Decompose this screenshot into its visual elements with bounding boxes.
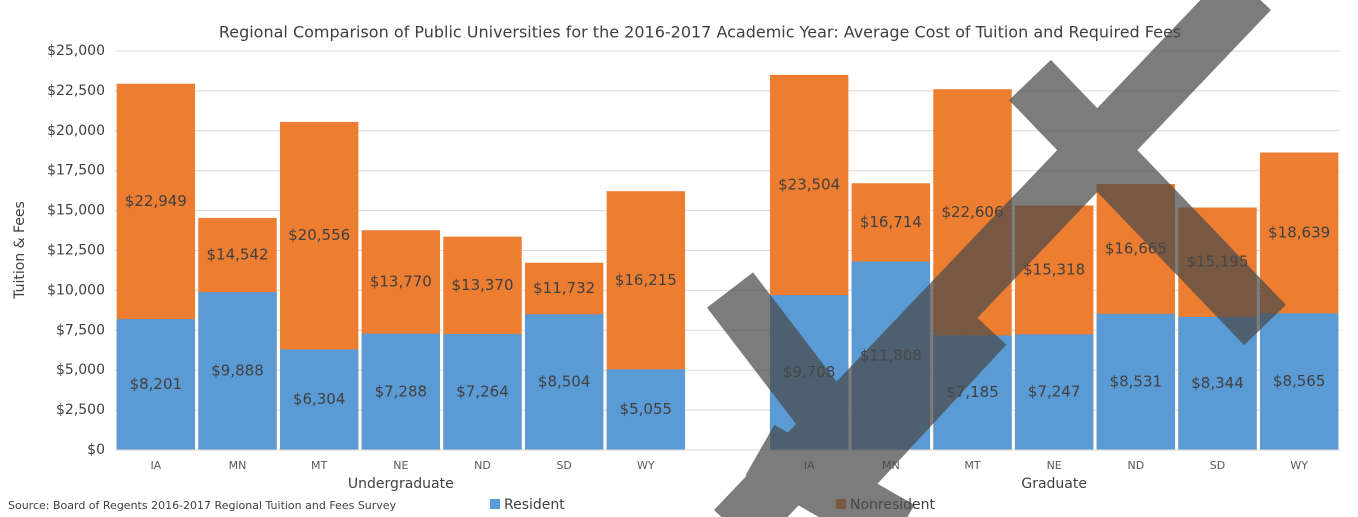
- data-label: $11,732: [533, 279, 595, 297]
- data-label: $5,055: [620, 400, 673, 418]
- data-label: $6,304: [293, 390, 346, 408]
- bar: [443, 334, 522, 450]
- bar: [1096, 313, 1176, 450]
- data-label: $15,318: [1023, 260, 1085, 278]
- legend-label: Resident: [504, 497, 565, 513]
- x-tick-label: ND: [474, 459, 491, 472]
- x-tick-label: SD: [1210, 459, 1225, 472]
- x-tick-label: IA: [150, 459, 161, 472]
- x-tick-label: MN: [229, 459, 247, 472]
- x-tick-label: NE: [1047, 459, 1062, 472]
- bar: [279, 349, 359, 450]
- data-label: $7,247: [1028, 383, 1081, 401]
- data-label: $22,949: [125, 192, 187, 210]
- bar: [198, 292, 277, 450]
- data-label: $8,565: [1273, 372, 1326, 390]
- legend-swatch: [490, 499, 500, 509]
- data-label: $8,531: [1110, 372, 1163, 390]
- bar: [116, 319, 196, 450]
- watermark: [706, 0, 1286, 517]
- group-label: Undergraduate: [348, 476, 454, 492]
- y-axis-label: Tuition & Fees: [12, 201, 28, 300]
- data-label: $8,344: [1191, 374, 1244, 392]
- y-tick-label: $20,000: [47, 123, 105, 139]
- y-tick-label: $12,500: [47, 243, 105, 259]
- data-label: $20,556: [288, 226, 350, 244]
- y-tick-label: $17,500: [47, 163, 105, 179]
- x-tick-label: MT: [311, 459, 327, 472]
- bar: [524, 314, 604, 450]
- data-label: $8,504: [538, 373, 591, 391]
- y-tick-label: $0: [87, 442, 105, 458]
- data-label: $13,370: [451, 276, 513, 294]
- x-tick-label: SD: [556, 459, 571, 472]
- data-label: $9,888: [211, 362, 264, 380]
- y-tick-label: $10,000: [47, 282, 105, 298]
- bar: [361, 333, 441, 450]
- x-tick-label: NE: [393, 459, 408, 472]
- data-label: $14,542: [206, 246, 268, 264]
- x-tick-label: MT: [964, 459, 980, 472]
- chart-title: Regional Comparison of Public Universiti…: [219, 23, 1181, 42]
- data-label: $16,215: [615, 271, 677, 289]
- data-label: $23,504: [778, 175, 840, 193]
- plot: $0 $2,500 $5,000 $7,500 $10,000 $12,500 $15,00…: [47, 43, 1340, 513]
- x-tick-label: WY: [1290, 459, 1308, 472]
- y-tick-label: $2,500: [56, 402, 105, 418]
- x-tick-label: WY: [637, 459, 655, 472]
- data-label: $7,288: [375, 382, 428, 400]
- y-tick-label: $22,500: [47, 83, 105, 99]
- data-label: $7,264: [456, 383, 509, 401]
- source: Source: Board of Regents 2016-2017 Regio…: [8, 499, 397, 512]
- data-label: $18,639: [1268, 223, 1330, 241]
- data-label: $22,606: [941, 203, 1003, 221]
- bar: [606, 369, 686, 450]
- data-label: $13,770: [370, 272, 432, 290]
- y-tick-label: $5,000: [56, 362, 105, 378]
- group-label: Graduate: [1021, 476, 1087, 492]
- data-label: $16,714: [860, 213, 922, 231]
- x-tick-label: ND: [1127, 459, 1144, 472]
- y-tick-label: $7,500: [56, 322, 105, 338]
- y-tick-label: $25,000: [47, 43, 105, 59]
- bar: [1014, 334, 1094, 450]
- bar: [1259, 313, 1339, 450]
- data-label: $8,201: [130, 375, 183, 393]
- y-tick-label: $15,000: [47, 203, 105, 219]
